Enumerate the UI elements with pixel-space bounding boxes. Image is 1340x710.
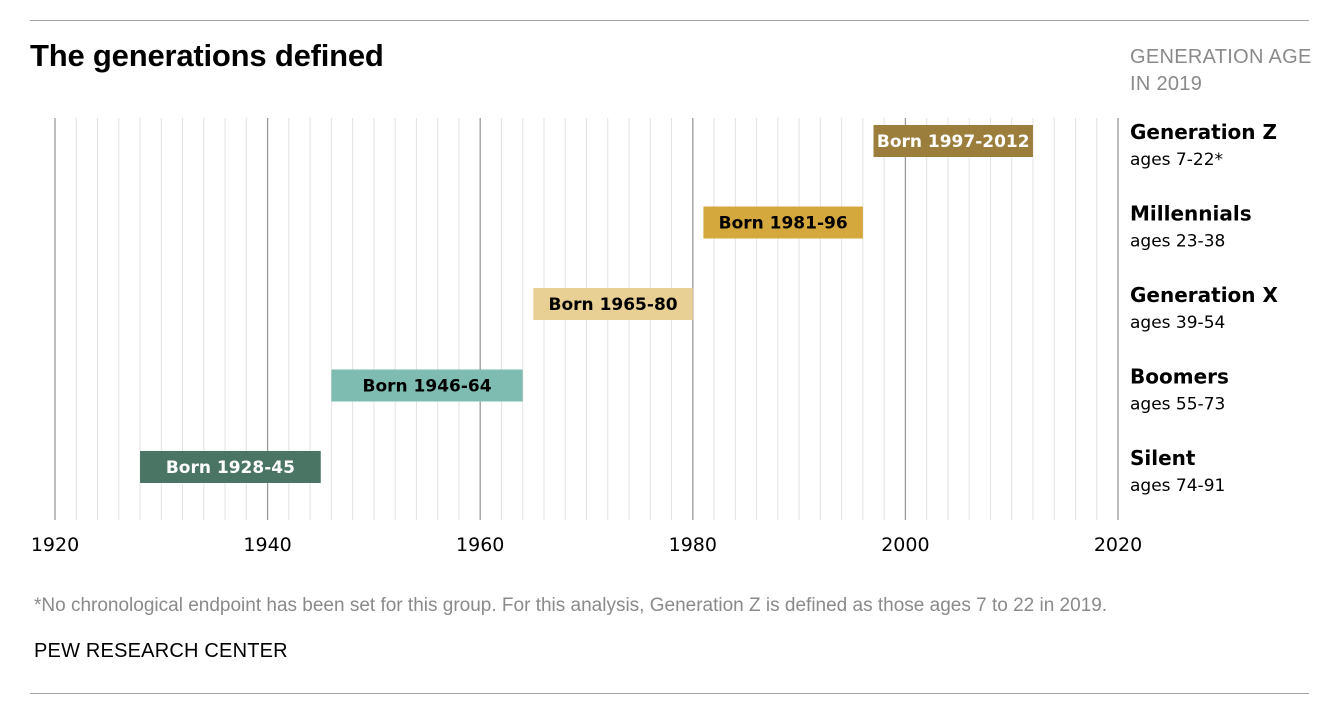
age-header-line-2: IN 2019 xyxy=(1130,73,1203,95)
generation-name: Boomers xyxy=(1130,365,1229,389)
bar-label: Born 1981-96 xyxy=(719,214,848,234)
generation-ages: ages 74-91 xyxy=(1130,476,1225,496)
generation-ages: ages 55-73 xyxy=(1130,395,1225,415)
generation-name: Silent xyxy=(1130,446,1196,470)
bar xyxy=(873,125,1033,157)
generation-name: Generation X xyxy=(1130,283,1279,307)
x-tick-label: 1920 xyxy=(31,534,79,556)
x-tick-label: 2000 xyxy=(881,534,929,556)
bar xyxy=(140,451,321,483)
x-tick-label: 2020 xyxy=(1094,534,1142,556)
bar xyxy=(533,288,693,320)
x-tick-label: 1980 xyxy=(669,534,717,556)
chart-title: The generations defined xyxy=(30,38,384,73)
generation-ages: ages 23-38 xyxy=(1130,232,1225,252)
age-column-header: GENERATION AGE IN 2019 xyxy=(1130,44,1312,98)
bottom-rule xyxy=(30,693,1309,694)
generation-name: Generation Z xyxy=(1130,120,1277,144)
generation-ages: ages 7-22* xyxy=(1130,150,1223,170)
generation-name: Millennials xyxy=(1130,202,1252,226)
bar-label: Born 1965-80 xyxy=(549,295,678,315)
generations-chart: Born 1997-2012 Born 1981-96 Born 1965-80 Bo… xyxy=(31,118,1279,556)
source-credit: PEW RESEARCH CENTER xyxy=(34,640,288,662)
generation-labels: Generation Z ages 7-22* Millennials ages 23… xyxy=(1130,120,1279,496)
age-header-line-1: GENERATION AGE xyxy=(1130,46,1312,68)
bars: Born 1997-2012 Born 1981-96 Born 1965-80 Bo… xyxy=(140,125,1033,483)
footnote: *No chronological endpoint has been set … xyxy=(34,595,1108,616)
x-axis: 1920 1940 1960 1980 2000 2020 xyxy=(31,534,1142,556)
x-tick-label: 1960 xyxy=(456,534,504,556)
bar-label: Born 1997-2012 xyxy=(877,132,1030,152)
bar xyxy=(703,206,863,239)
bar-label: Born 1946-64 xyxy=(363,377,492,397)
x-tick-label: 1940 xyxy=(243,534,291,556)
generation-ages: ages 39-54 xyxy=(1130,313,1225,333)
top-rule xyxy=(30,20,1309,21)
bar-label: Born 1928-45 xyxy=(166,458,295,478)
bar xyxy=(331,369,523,402)
